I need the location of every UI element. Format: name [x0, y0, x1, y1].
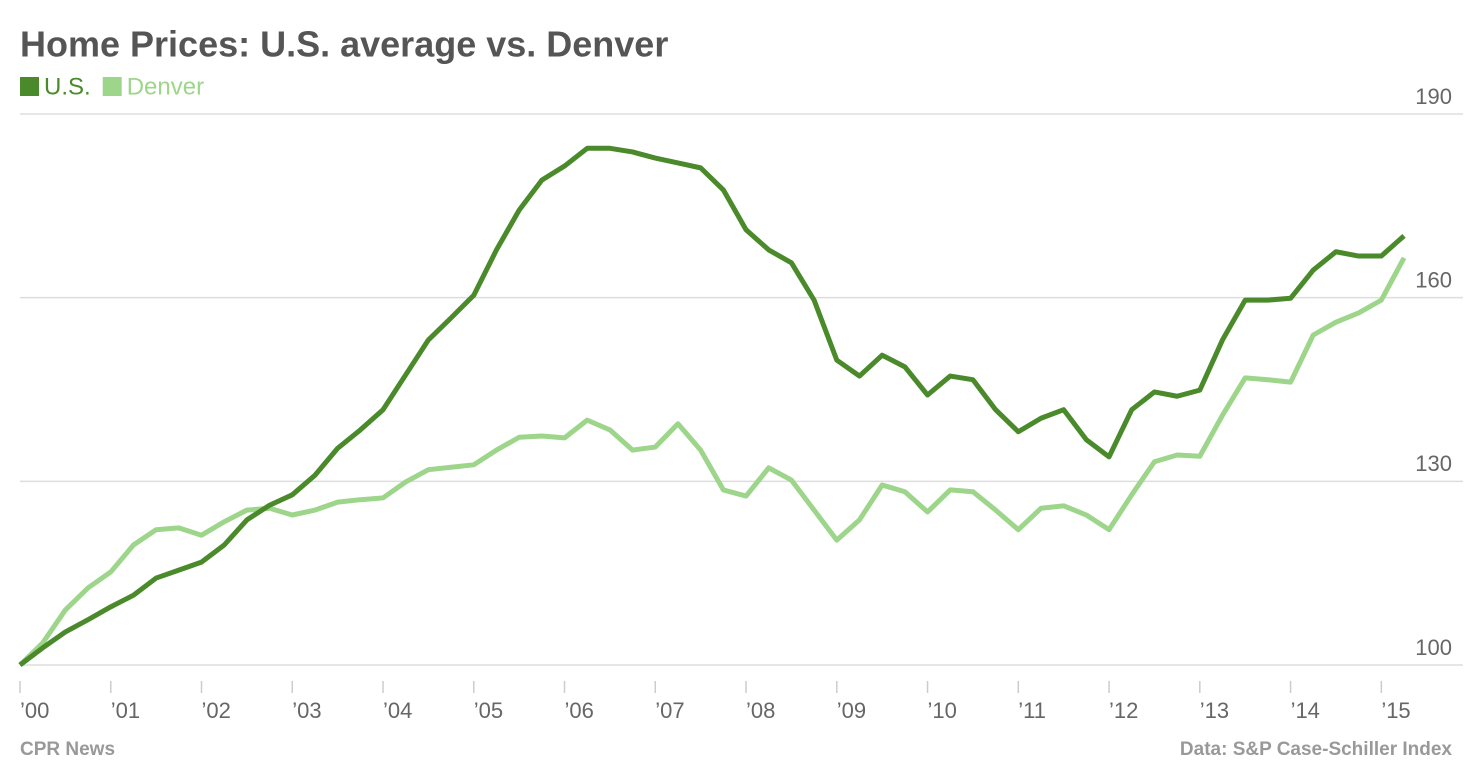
legend-swatch: [102, 77, 122, 96]
x-tick-label: ’12: [1109, 698, 1138, 723]
y-tick-label: 160: [1415, 267, 1452, 292]
x-tick-label: ’11: [1018, 698, 1046, 723]
x-tick-label: ’09: [837, 698, 866, 723]
legend-label: U.S.: [44, 73, 91, 100]
x-tick-label: ’15: [1381, 698, 1410, 723]
credit: Data: S&P Case-Schiller Index: [1180, 739, 1453, 760]
x-tick-label: ’04: [383, 698, 412, 723]
line: [18, 145, 1406, 667]
x-tick-label: ’03: [292, 698, 321, 723]
legend-swatch: [20, 77, 39, 96]
x-tick-label: ’14: [1291, 698, 1320, 723]
line: [18, 256, 1407, 667]
source: CPR News: [20, 739, 115, 760]
y-tick-label: 100: [1415, 635, 1452, 660]
x-tick-label: ’01: [111, 698, 140, 723]
x-tick-label: ’13: [1200, 698, 1229, 723]
x-tick-label: ’06: [565, 698, 594, 723]
legend-label: Denver: [127, 73, 204, 100]
x-tick-label: ’08: [746, 698, 775, 723]
x-tick-label: ’07: [655, 698, 684, 723]
y-tick-label: 190: [1415, 84, 1452, 109]
x-tick-label: ’02: [202, 698, 231, 723]
x-tick-label: ’00: [20, 698, 49, 723]
chart-title: Home Prices: U.S. average vs. Denver: [20, 24, 668, 65]
x-tick-label: ’10: [928, 698, 957, 723]
y-tick-label: 130: [1415, 451, 1452, 476]
x-tick-label: ’05: [474, 698, 503, 723]
